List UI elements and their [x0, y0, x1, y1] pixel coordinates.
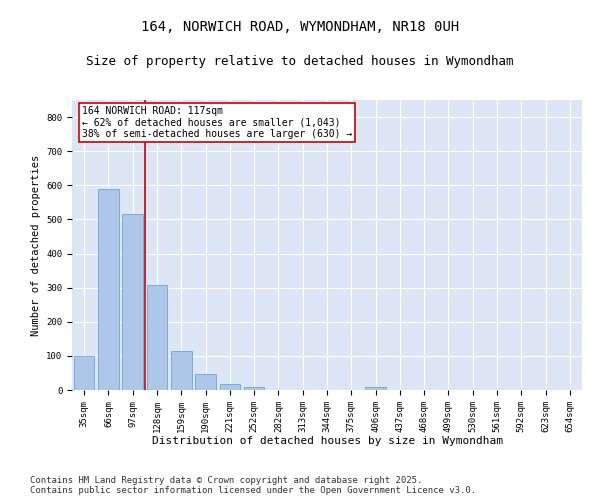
Text: 164 NORWICH ROAD: 117sqm
← 62% of detached houses are smaller (1,043)
38% of sem: 164 NORWICH ROAD: 117sqm ← 62% of detach… — [82, 106, 352, 139]
Bar — [122, 214, 143, 390]
Bar — [171, 351, 191, 390]
Text: Contains HM Land Registry data © Crown copyright and database right 2025.
Contai: Contains HM Land Registry data © Crown c… — [30, 476, 476, 495]
Bar — [98, 188, 119, 390]
Bar — [195, 374, 216, 390]
Bar — [146, 285, 167, 390]
Text: Size of property relative to detached houses in Wymondham: Size of property relative to detached ho… — [86, 55, 514, 68]
X-axis label: Distribution of detached houses by size in Wymondham: Distribution of detached houses by size … — [151, 436, 503, 446]
Bar — [244, 386, 265, 390]
Bar — [74, 356, 94, 390]
Text: 164, NORWICH ROAD, WYMONDHAM, NR18 0UH: 164, NORWICH ROAD, WYMONDHAM, NR18 0UH — [141, 20, 459, 34]
Y-axis label: Number of detached properties: Number of detached properties — [31, 154, 41, 336]
Bar — [220, 384, 240, 390]
Bar — [365, 386, 386, 390]
